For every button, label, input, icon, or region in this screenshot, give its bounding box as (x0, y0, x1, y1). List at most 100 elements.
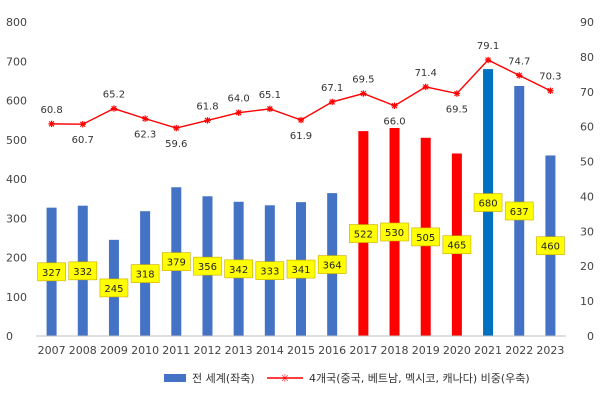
right-tick-label: 40 (580, 190, 594, 203)
bar-value-label: 318 (136, 270, 155, 281)
x-tick-label: 2015 (287, 344, 315, 357)
x-tick-label: 2010 (131, 344, 159, 357)
line-value-label: 74.7 (508, 56, 530, 67)
line-marker (516, 72, 523, 79)
bar-label-box (317, 255, 347, 274)
bar-label-box (536, 236, 565, 256)
bar-label-box (380, 222, 409, 242)
line-series: 60.8 60.7 65.2 62.3 59.6 61.8 64.0 65.1 61.9 67.1… (40, 41, 561, 150)
line-marker (204, 117, 211, 124)
line-marker (360, 90, 367, 97)
right-tick-label: 90 (580, 16, 594, 29)
line-value-label: 65.1 (259, 90, 281, 101)
x-tick-label: 2009 (100, 344, 128, 357)
left-tick-label: 100 (6, 291, 27, 304)
line-value-label: 60.8 (40, 105, 62, 116)
line-value-label: 79.1 (477, 41, 499, 52)
x-tick-label: 2021 (474, 344, 502, 357)
bar-value-label: 245 (104, 284, 123, 295)
line-marker (422, 83, 429, 91)
right-tick-label: 60 (580, 121, 594, 134)
x-tick-label: 2011 (162, 344, 190, 357)
x-tick-label: 2018 (381, 344, 409, 357)
x-tick-label: 2022 (505, 344, 533, 357)
x-tick-label: 2023 (536, 344, 564, 357)
bar-label-box (255, 261, 285, 280)
bar-label-box (411, 227, 441, 247)
x-tick-label: 2008 (69, 344, 97, 357)
left-tick-label: 500 (6, 134, 27, 147)
right-tick-label: 30 (580, 225, 594, 238)
line-value-label: 59.6 (165, 139, 187, 150)
line-value-label: 70.3 (539, 72, 561, 83)
line-marker (141, 115, 149, 122)
left-tick-label: 700 (6, 55, 27, 68)
line-marker (453, 90, 461, 97)
line-value-label: 61.8 (196, 101, 218, 112)
line-value-label: 66.0 (383, 117, 405, 128)
line-value-label: 62.3 (134, 130, 156, 141)
left-tick-label: 300 (6, 212, 27, 225)
left-tick-label: 0 (6, 330, 13, 343)
bar-label-box (224, 259, 253, 279)
x-tick-label: 2007 (38, 344, 66, 357)
bar-label-box (473, 193, 503, 212)
line-marker (48, 120, 55, 128)
line-value-label: 60.7 (72, 135, 94, 146)
bar-value-label: 341 (291, 265, 310, 276)
x-tick-label: 2014 (256, 344, 284, 357)
left-tick-label: 400 (6, 173, 27, 186)
bar-value-label: 364 (323, 261, 342, 272)
line-value-label: 65.2 (103, 90, 125, 101)
x-tick-label: 2017 (349, 344, 377, 357)
x-tick-label: 2016 (318, 344, 346, 357)
right-tick-label: 0 (587, 330, 594, 343)
bar-data-labels: 327 332 245 318 379 356 342 333 341 364 522 530 505 4… (37, 193, 565, 298)
legend-bar-swatch (164, 374, 186, 382)
bar-value-label: 460 (541, 242, 560, 253)
bar-label-box (130, 264, 160, 283)
bar-label-box (193, 256, 222, 276)
line-value-label: 61.9 (290, 131, 312, 142)
right-tick-label: 20 (580, 260, 594, 273)
left-tick-label: 200 (6, 252, 27, 265)
x-tick-label: 2012 (193, 344, 221, 357)
bar-label-box (37, 262, 66, 282)
legend: 전 세계(좌축) ✳ 4개국(중국, 베트남, 멕시코, 캐나다) 비중(우축) (164, 372, 530, 385)
line-marker (547, 87, 554, 94)
legend-line-marker-icon: ✳ (280, 372, 289, 385)
x-tick-label: 2013 (225, 344, 253, 357)
bar-value-label: 332 (73, 267, 92, 278)
right-tick-label: 50 (580, 156, 594, 169)
bar-label-box (99, 278, 129, 298)
bar-label-box (68, 261, 98, 281)
bar-value-label: 530 (385, 228, 404, 239)
bar-value-label: 680 (479, 199, 498, 210)
right-tick-label: 80 (580, 51, 594, 64)
line-marker (79, 121, 86, 128)
line-marker (297, 116, 305, 124)
left-tick-label: 600 (6, 95, 27, 108)
bar-label-box (349, 224, 378, 243)
line-marker (484, 56, 492, 64)
right-tick-label: 10 (580, 295, 594, 308)
bar-label-box (286, 259, 316, 279)
bar-value-label: 333 (260, 267, 279, 278)
right-y-axis: 0 10 20 30 40 50 60 70 80 90 (580, 16, 594, 343)
legend-line-label: 4개국(중국, 베트남, 멕시코, 캐나다) 비중(우축) (309, 372, 530, 385)
line-value-label: 71.4 (415, 68, 437, 79)
line-value-label: 67.1 (321, 83, 343, 94)
line-value-label: 64.0 (228, 94, 250, 105)
line-value-label: 69.5 (352, 75, 374, 86)
x-tick-label: 2019 (412, 344, 440, 357)
line-marker (235, 109, 242, 116)
bar-value-label: 327 (42, 268, 61, 279)
left-tick-label: 800 (6, 16, 27, 29)
legend-bar-label: 전 세계(좌축) (192, 372, 255, 385)
bar-value-label: 522 (354, 230, 373, 241)
line-marker (328, 98, 336, 106)
bar-value-label: 379 (167, 258, 186, 269)
bar-label-box (161, 252, 191, 271)
line-value-label: 69.5 (446, 105, 468, 116)
